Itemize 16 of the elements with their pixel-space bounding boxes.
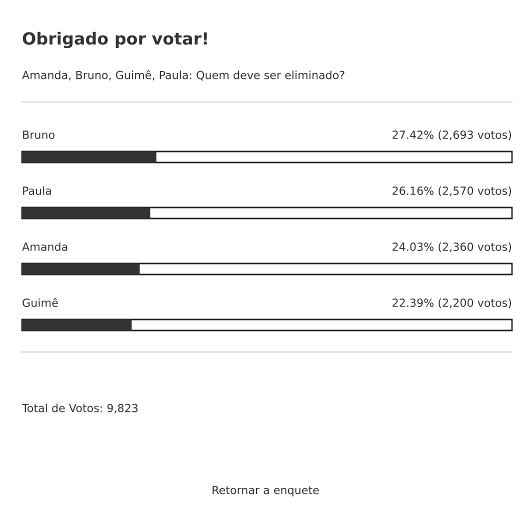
y-tick-label: Guimê [22, 298, 58, 307]
data-label: 26.16% (2,570 votos) [392, 186, 512, 196]
bar [22, 152, 156, 162]
bar [22, 264, 140, 274]
chart-subtitle: Amanda, Bruno, Guimê, Paula: Quem deve ser eliminado? [22, 70, 344, 80]
data-label: 27.42% (2,693 votos) [392, 130, 512, 140]
bar [22, 208, 150, 218]
bar [22, 320, 132, 330]
data-label: 22.39% (2,200 votos) [392, 298, 512, 308]
data-label: 24.03% (2,360 votos) [392, 242, 512, 252]
text: Retornar a enquete [212, 486, 319, 496]
chart-title: Obrigado por votar! [22, 32, 207, 48]
text: Total de Votos: 9,823 [22, 404, 138, 414]
y-tick-label: Bruno [23, 130, 54, 139]
y-tick-label: Paula [23, 186, 51, 195]
y-tick-label: Amanda [22, 242, 68, 251]
